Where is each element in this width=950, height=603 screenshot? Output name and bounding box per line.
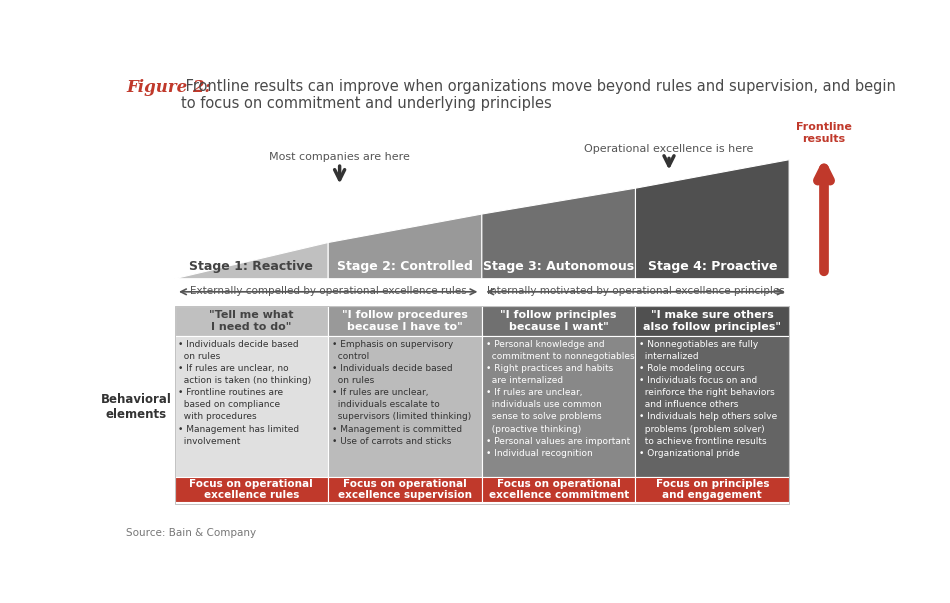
Text: "I follow procedures
because I have to": "I follow procedures because I have to" bbox=[342, 311, 468, 332]
Text: Focus on operational
excellence supervision: Focus on operational excellence supervis… bbox=[338, 479, 472, 500]
Text: Behavioral
elements: Behavioral elements bbox=[101, 393, 171, 420]
Text: Stage 1: Reactive: Stage 1: Reactive bbox=[189, 260, 314, 273]
Bar bbox=[175, 476, 328, 502]
Text: • Emphasis on supervisory
  control
• Individuals decide based
  on rules
• If r: • Emphasis on supervisory control • Indi… bbox=[332, 339, 471, 446]
Text: • Individuals decide based
  on rules
• If rules are unclear, no
  action is tak: • Individuals decide based on rules • If… bbox=[179, 339, 312, 446]
Bar bbox=[328, 306, 482, 336]
Text: Operational excellence is here: Operational excellence is here bbox=[584, 144, 753, 154]
Text: Stage 4: Proactive: Stage 4: Proactive bbox=[648, 260, 777, 273]
Text: • Nonnegotiables are fully
  internalized
• Role modeling occurs
• Individuals f: • Nonnegotiables are fully internalized … bbox=[639, 339, 778, 458]
Bar bbox=[328, 336, 482, 476]
Text: Focus on operational
excellence commitment: Focus on operational excellence commitme… bbox=[488, 479, 629, 500]
Bar bbox=[636, 476, 789, 502]
Bar bbox=[482, 336, 636, 476]
Text: "Tell me what
I need to do": "Tell me what I need to do" bbox=[209, 311, 294, 332]
Polygon shape bbox=[482, 188, 636, 279]
Bar bbox=[328, 476, 482, 502]
Text: • Personal knowledge and
  commitment to nonnegotiables
• Right practices and ha: • Personal knowledge and commitment to n… bbox=[485, 339, 635, 458]
Text: Figure 2:: Figure 2: bbox=[126, 78, 211, 95]
Bar bbox=[175, 306, 328, 336]
Text: Frontline results can improve when organizations move beyond rules and supervisi: Frontline results can improve when organ… bbox=[180, 78, 896, 111]
Bar bbox=[482, 476, 636, 502]
Bar bbox=[636, 306, 789, 336]
Text: "I follow principles
because I want": "I follow principles because I want" bbox=[501, 311, 617, 332]
Text: Internally motivated by operational excellence principles: Internally motivated by operational exce… bbox=[486, 286, 785, 295]
Polygon shape bbox=[175, 242, 328, 279]
Text: Focus on principles
and engagement: Focus on principles and engagement bbox=[656, 479, 770, 500]
Text: Source: Bain & Company: Source: Bain & Company bbox=[126, 528, 256, 538]
Bar bbox=[175, 336, 328, 476]
Text: Externally compelled by operational excellence rules: Externally compelled by operational exce… bbox=[190, 286, 466, 295]
Text: Frontline
results: Frontline results bbox=[796, 122, 852, 144]
Text: Stage 2: Controlled: Stage 2: Controlled bbox=[337, 260, 473, 273]
Text: Focus on operational
excellence rules: Focus on operational excellence rules bbox=[189, 479, 314, 500]
Text: Stage 3: Autonomous: Stage 3: Autonomous bbox=[484, 260, 635, 273]
Text: Most companies are here: Most companies are here bbox=[269, 152, 410, 162]
Bar bbox=[482, 306, 636, 336]
Polygon shape bbox=[636, 160, 789, 279]
Bar bbox=[175, 306, 789, 504]
Text: "I make sure others
also follow principles": "I make sure others also follow principl… bbox=[643, 311, 781, 332]
Polygon shape bbox=[328, 214, 482, 279]
Bar bbox=[636, 336, 789, 476]
